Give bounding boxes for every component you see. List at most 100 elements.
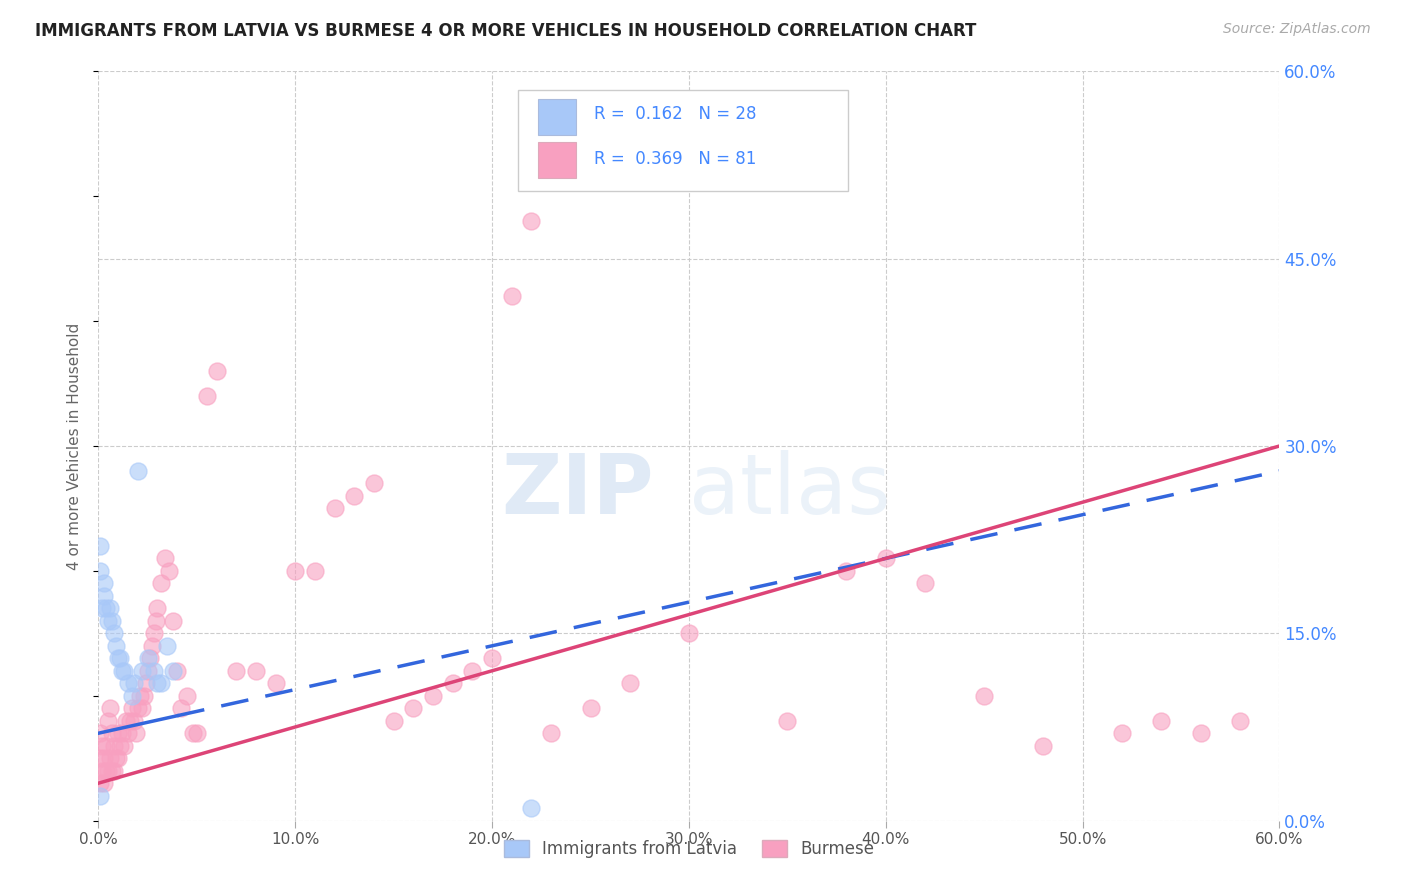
Point xyxy=(156,639,179,653)
Point xyxy=(142,664,165,678)
Point xyxy=(105,751,128,765)
Point xyxy=(118,714,141,728)
Point xyxy=(145,614,167,628)
Point xyxy=(127,701,149,715)
Point xyxy=(91,739,114,753)
Text: R =  0.162   N = 28: R = 0.162 N = 28 xyxy=(595,105,756,123)
Point xyxy=(619,676,641,690)
Point xyxy=(121,689,143,703)
Point xyxy=(93,751,115,765)
Point xyxy=(93,776,115,790)
FancyBboxPatch shape xyxy=(517,90,848,191)
Point xyxy=(402,701,425,715)
Point xyxy=(89,726,111,740)
Point xyxy=(1150,714,1173,728)
Point xyxy=(98,701,121,715)
Point xyxy=(103,626,125,640)
Point xyxy=(678,626,700,640)
Point xyxy=(97,764,120,778)
Point xyxy=(105,639,128,653)
Text: IMMIGRANTS FROM LATVIA VS BURMESE 4 OR MORE VEHICLES IN HOUSEHOLD CORRELATION CH: IMMIGRANTS FROM LATVIA VS BURMESE 4 OR M… xyxy=(35,22,977,40)
Point xyxy=(125,726,148,740)
Point xyxy=(136,664,159,678)
Point xyxy=(146,601,169,615)
Point xyxy=(875,551,897,566)
Point xyxy=(343,489,366,503)
Point xyxy=(91,601,114,615)
Text: atlas: atlas xyxy=(689,450,890,532)
Point xyxy=(461,664,484,678)
Point xyxy=(115,714,138,728)
Point xyxy=(170,701,193,715)
Point xyxy=(142,626,165,640)
Point xyxy=(835,564,858,578)
Point xyxy=(89,564,111,578)
Point xyxy=(117,726,139,740)
Point xyxy=(96,764,118,778)
Point xyxy=(973,689,995,703)
Point xyxy=(89,776,111,790)
Point xyxy=(131,701,153,715)
Point xyxy=(162,614,184,628)
Point xyxy=(363,476,385,491)
Point xyxy=(96,601,118,615)
Point xyxy=(150,676,173,690)
Point xyxy=(107,651,129,665)
Point xyxy=(382,714,405,728)
Point xyxy=(155,551,177,566)
Point xyxy=(186,726,208,740)
Point xyxy=(98,751,121,765)
Point xyxy=(122,676,145,690)
Point xyxy=(225,664,247,678)
Point xyxy=(135,676,157,690)
Point xyxy=(122,714,145,728)
Point xyxy=(1111,726,1133,740)
Point xyxy=(914,576,936,591)
Point xyxy=(103,739,125,753)
Point xyxy=(150,576,173,591)
Point xyxy=(111,664,134,678)
Point xyxy=(127,464,149,478)
Point xyxy=(1229,714,1251,728)
Point xyxy=(162,664,184,678)
Point xyxy=(117,676,139,690)
Point xyxy=(101,614,124,628)
Point xyxy=(131,664,153,678)
Point xyxy=(501,289,523,303)
Point xyxy=(108,651,131,665)
Point xyxy=(195,389,218,403)
Point xyxy=(323,501,346,516)
Point xyxy=(97,714,120,728)
Text: ZIP: ZIP xyxy=(501,450,654,532)
Point xyxy=(107,751,129,765)
Point xyxy=(181,726,204,740)
Point xyxy=(89,539,111,553)
Point xyxy=(304,564,326,578)
Point xyxy=(520,214,543,228)
Point xyxy=(97,614,120,628)
Text: Source: ZipAtlas.com: Source: ZipAtlas.com xyxy=(1223,22,1371,37)
Point xyxy=(107,726,129,740)
Point xyxy=(132,689,155,703)
Text: R =  0.369   N = 81: R = 0.369 N = 81 xyxy=(595,151,756,169)
Point xyxy=(128,689,150,703)
Point xyxy=(205,364,228,378)
Point xyxy=(111,726,134,740)
Point xyxy=(112,739,135,753)
Point xyxy=(284,564,307,578)
Point xyxy=(141,639,163,653)
Point xyxy=(1032,739,1054,753)
Point xyxy=(93,589,115,603)
Y-axis label: 4 or more Vehicles in Household: 4 or more Vehicles in Household xyxy=(67,322,83,570)
Point xyxy=(520,801,543,815)
Point xyxy=(98,601,121,615)
FancyBboxPatch shape xyxy=(537,99,575,135)
Point xyxy=(112,664,135,678)
Point xyxy=(93,576,115,591)
Point xyxy=(176,689,198,703)
Legend: Immigrants from Latvia, Burmese: Immigrants from Latvia, Burmese xyxy=(496,833,882,864)
Point xyxy=(101,764,124,778)
Point xyxy=(264,676,287,690)
Point xyxy=(157,564,180,578)
Point xyxy=(540,726,562,740)
